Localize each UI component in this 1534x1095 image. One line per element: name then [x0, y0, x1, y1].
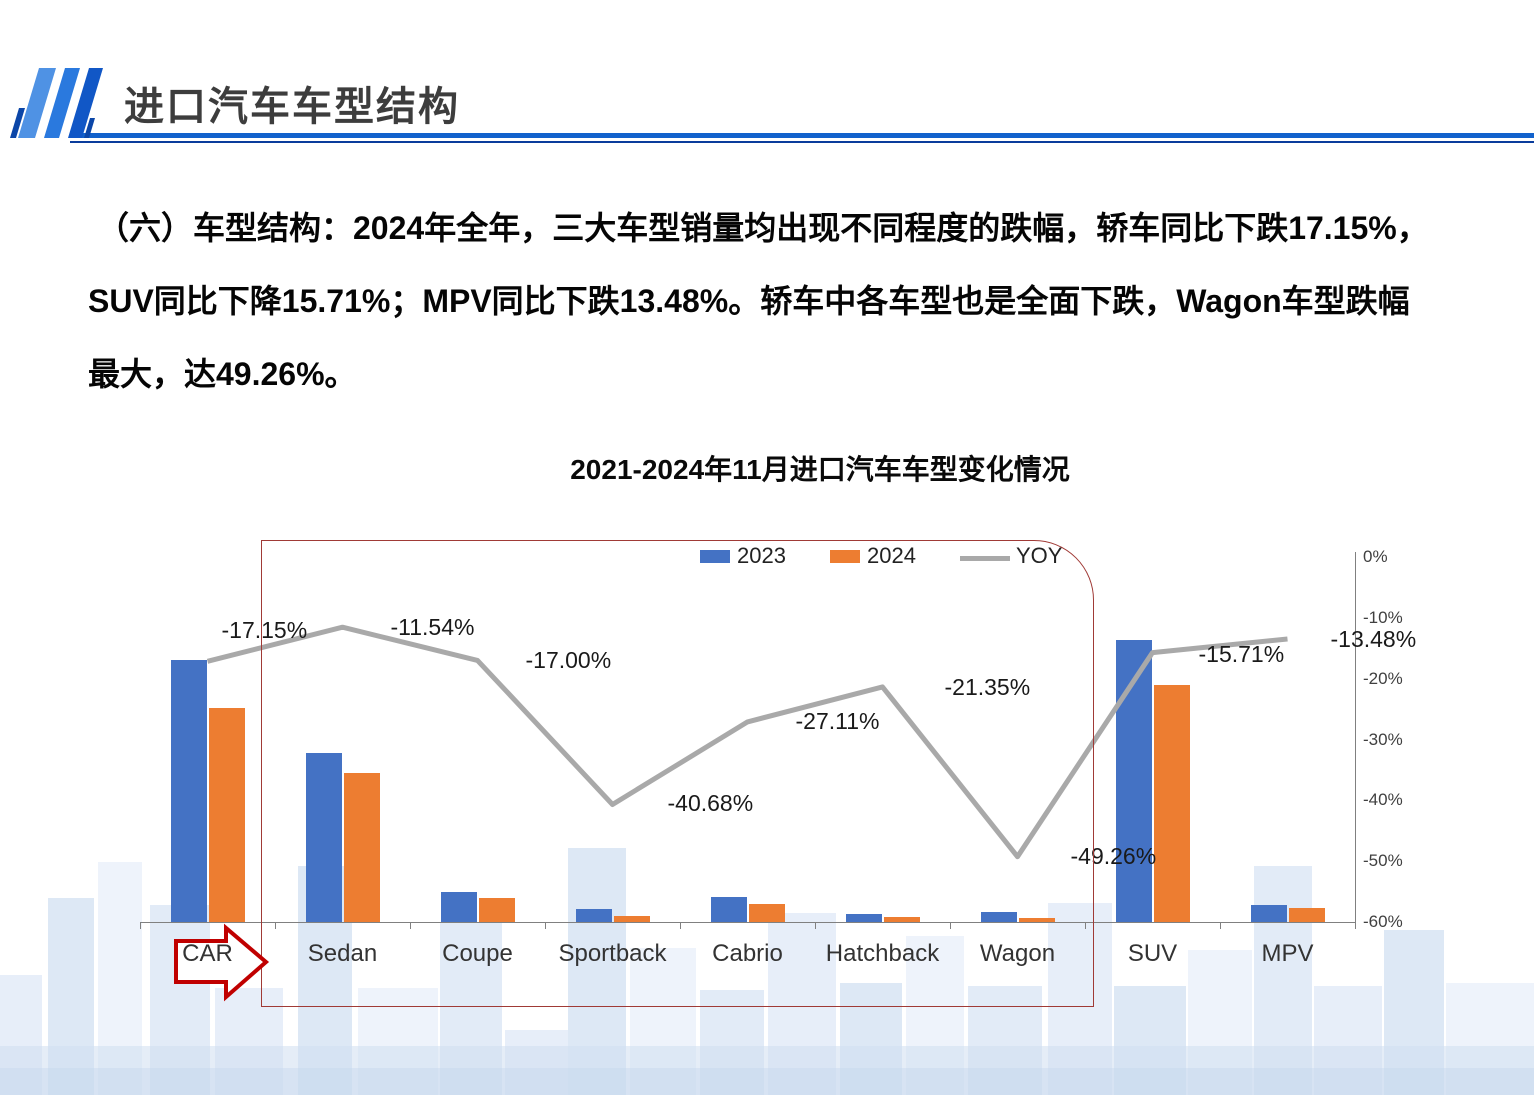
x-axis-tick: [1220, 922, 1221, 929]
chart-title: 2021-2024年11月进口汽车车型变化情况: [570, 454, 1070, 485]
bar-2023-coupe: [440, 892, 477, 922]
bar-2023-sportback: [575, 909, 612, 922]
bar-2024-sportback: [613, 916, 650, 922]
yoy-data-label: -13.48%: [1330, 626, 1417, 652]
x-axis-line: [140, 922, 1356, 923]
x-axis-tick: [410, 922, 411, 929]
x-axis-tick: [275, 922, 276, 929]
x-axis-tick: [815, 922, 816, 929]
bar-2023-suv: [1115, 640, 1152, 922]
x-axis-tick: [545, 922, 546, 929]
right-axis-tick-label: 0%: [1363, 547, 1388, 566]
logo-slashes-icon: [10, 68, 103, 138]
skyline-band: [0, 1046, 1534, 1095]
bar-2023-car: [170, 659, 207, 922]
x-axis-tick: [680, 922, 681, 929]
bar-2024-hatchback: [883, 916, 920, 922]
right-axis-tick-label: -60%: [1363, 912, 1403, 931]
right-axis-tick-label: -40%: [1363, 790, 1403, 810]
legend-swatch-2023: [700, 550, 730, 563]
x-axis-tick: [1085, 922, 1086, 929]
x-axis-label-sedan: Sedan: [307, 940, 378, 967]
right-axis-tick-label: -10%: [1363, 607, 1403, 627]
bar-2024-mpv: [1288, 907, 1325, 922]
page-title: 进口汽车车型结构: [124, 85, 460, 129]
legend-swatch-2024: [830, 550, 860, 563]
header-divider-thick: [70, 133, 1534, 138]
body-text-line-3: 最大，达49.26%。: [88, 356, 357, 392]
x-axis-tick: [950, 922, 951, 929]
x-axis-label-car: CAR: [182, 940, 233, 967]
body-text-line-1: （六）车型结构：2024年全年，三大车型销量均出现不同程度的跌幅，轿车同比下跌1…: [97, 210, 1429, 246]
right-axis-line: [1355, 552, 1356, 925]
highlight-box: [261, 540, 1094, 1007]
x-axis-tick: [1355, 922, 1356, 929]
x-axis-label-mpv: MPV: [1261, 940, 1314, 967]
bar-2023-mpv: [1250, 905, 1287, 922]
right-axis-tick-label: -30%: [1363, 729, 1403, 749]
body-text-line-2: SUV同比下降15.71%；MPV同比下跌13.48%。轿车中各车型也是全面下跌…: [88, 283, 1410, 319]
legend-label-2023: 2023: [737, 543, 786, 568]
yoy-data-label: -15.71%: [1198, 640, 1285, 667]
x-axis-label-sportback: Sportback: [558, 940, 667, 967]
x-axis-tick: [140, 922, 141, 929]
x-axis-label-suv: SUV: [1127, 940, 1178, 967]
x-axis-label-wagon: Wagon: [979, 940, 1056, 967]
right-axis-tick-label: -50%: [1363, 851, 1403, 871]
bar-2024-car: [208, 707, 245, 922]
bar-2023-hatchback: [845, 914, 882, 922]
bar-2023-cabrio: [710, 896, 747, 922]
bar-2024-coupe: [478, 898, 515, 922]
header-divider-thin: [70, 141, 1534, 143]
legend-label-2024: 2024: [867, 543, 916, 568]
x-axis-label-cabrio: Cabrio: [712, 940, 783, 967]
bar-2023-wagon: [980, 912, 1017, 922]
highlight-arrow-icon: [174, 923, 270, 1002]
bar-2024-wagon: [1018, 918, 1055, 922]
x-axis-label-coupe: Coupe: [442, 940, 513, 967]
skyline-band: [0, 1068, 1534, 1095]
bar-2024-suv: [1153, 685, 1190, 922]
bar-2024-cabrio: [748, 903, 785, 922]
right-axis-tick-label: -20%: [1363, 668, 1403, 688]
x-axis-label-hatchback: Hatchback: [825, 940, 940, 967]
legend-swatch-YOY: [960, 556, 1010, 561]
